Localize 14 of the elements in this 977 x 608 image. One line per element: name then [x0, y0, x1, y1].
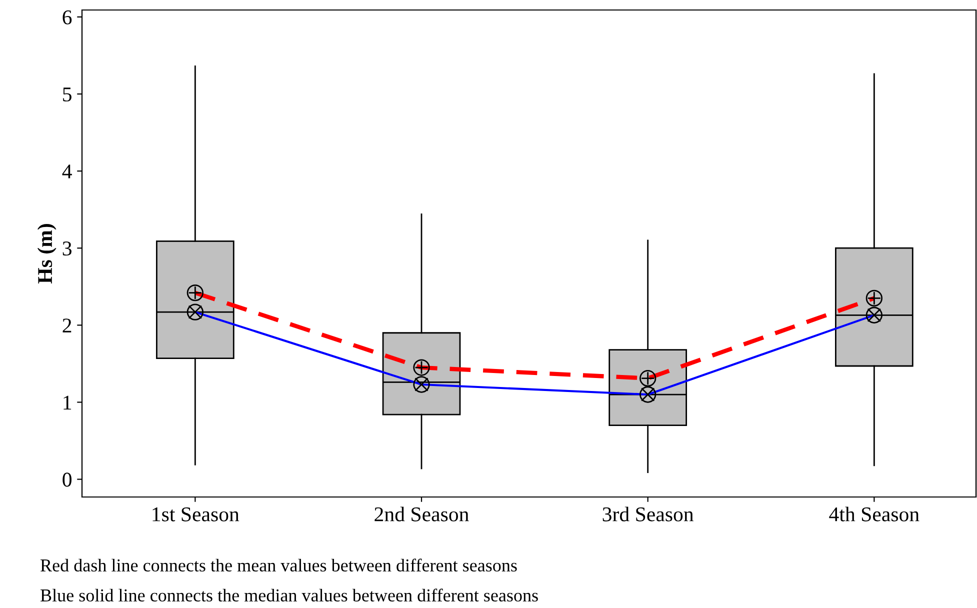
y-tick-label: 4	[62, 164, 72, 178]
y-axis-title: Hs (m)	[37, 224, 56, 284]
text: Red dash line connects the mean values between different seasons	[40, 558, 517, 572]
x-tick-label: 1st Season	[152, 507, 240, 522]
y-tick-label: 1	[64, 396, 72, 410]
y-tick-label: 0	[62, 472, 72, 487]
text: Blue solid line connects the median values between different seasons	[40, 588, 538, 602]
y-tick-label: 3	[62, 242, 72, 256]
x-tick-label: 2nd Season	[374, 506, 469, 522]
x-tick-label: 3rd Season	[602, 506, 694, 522]
y-tick-label: 6	[62, 10, 72, 24]
y-tick-label: 5	[63, 88, 72, 102]
x-tick-label: 4th Season	[829, 506, 920, 522]
y-tick-label: 2	[62, 318, 72, 332]
